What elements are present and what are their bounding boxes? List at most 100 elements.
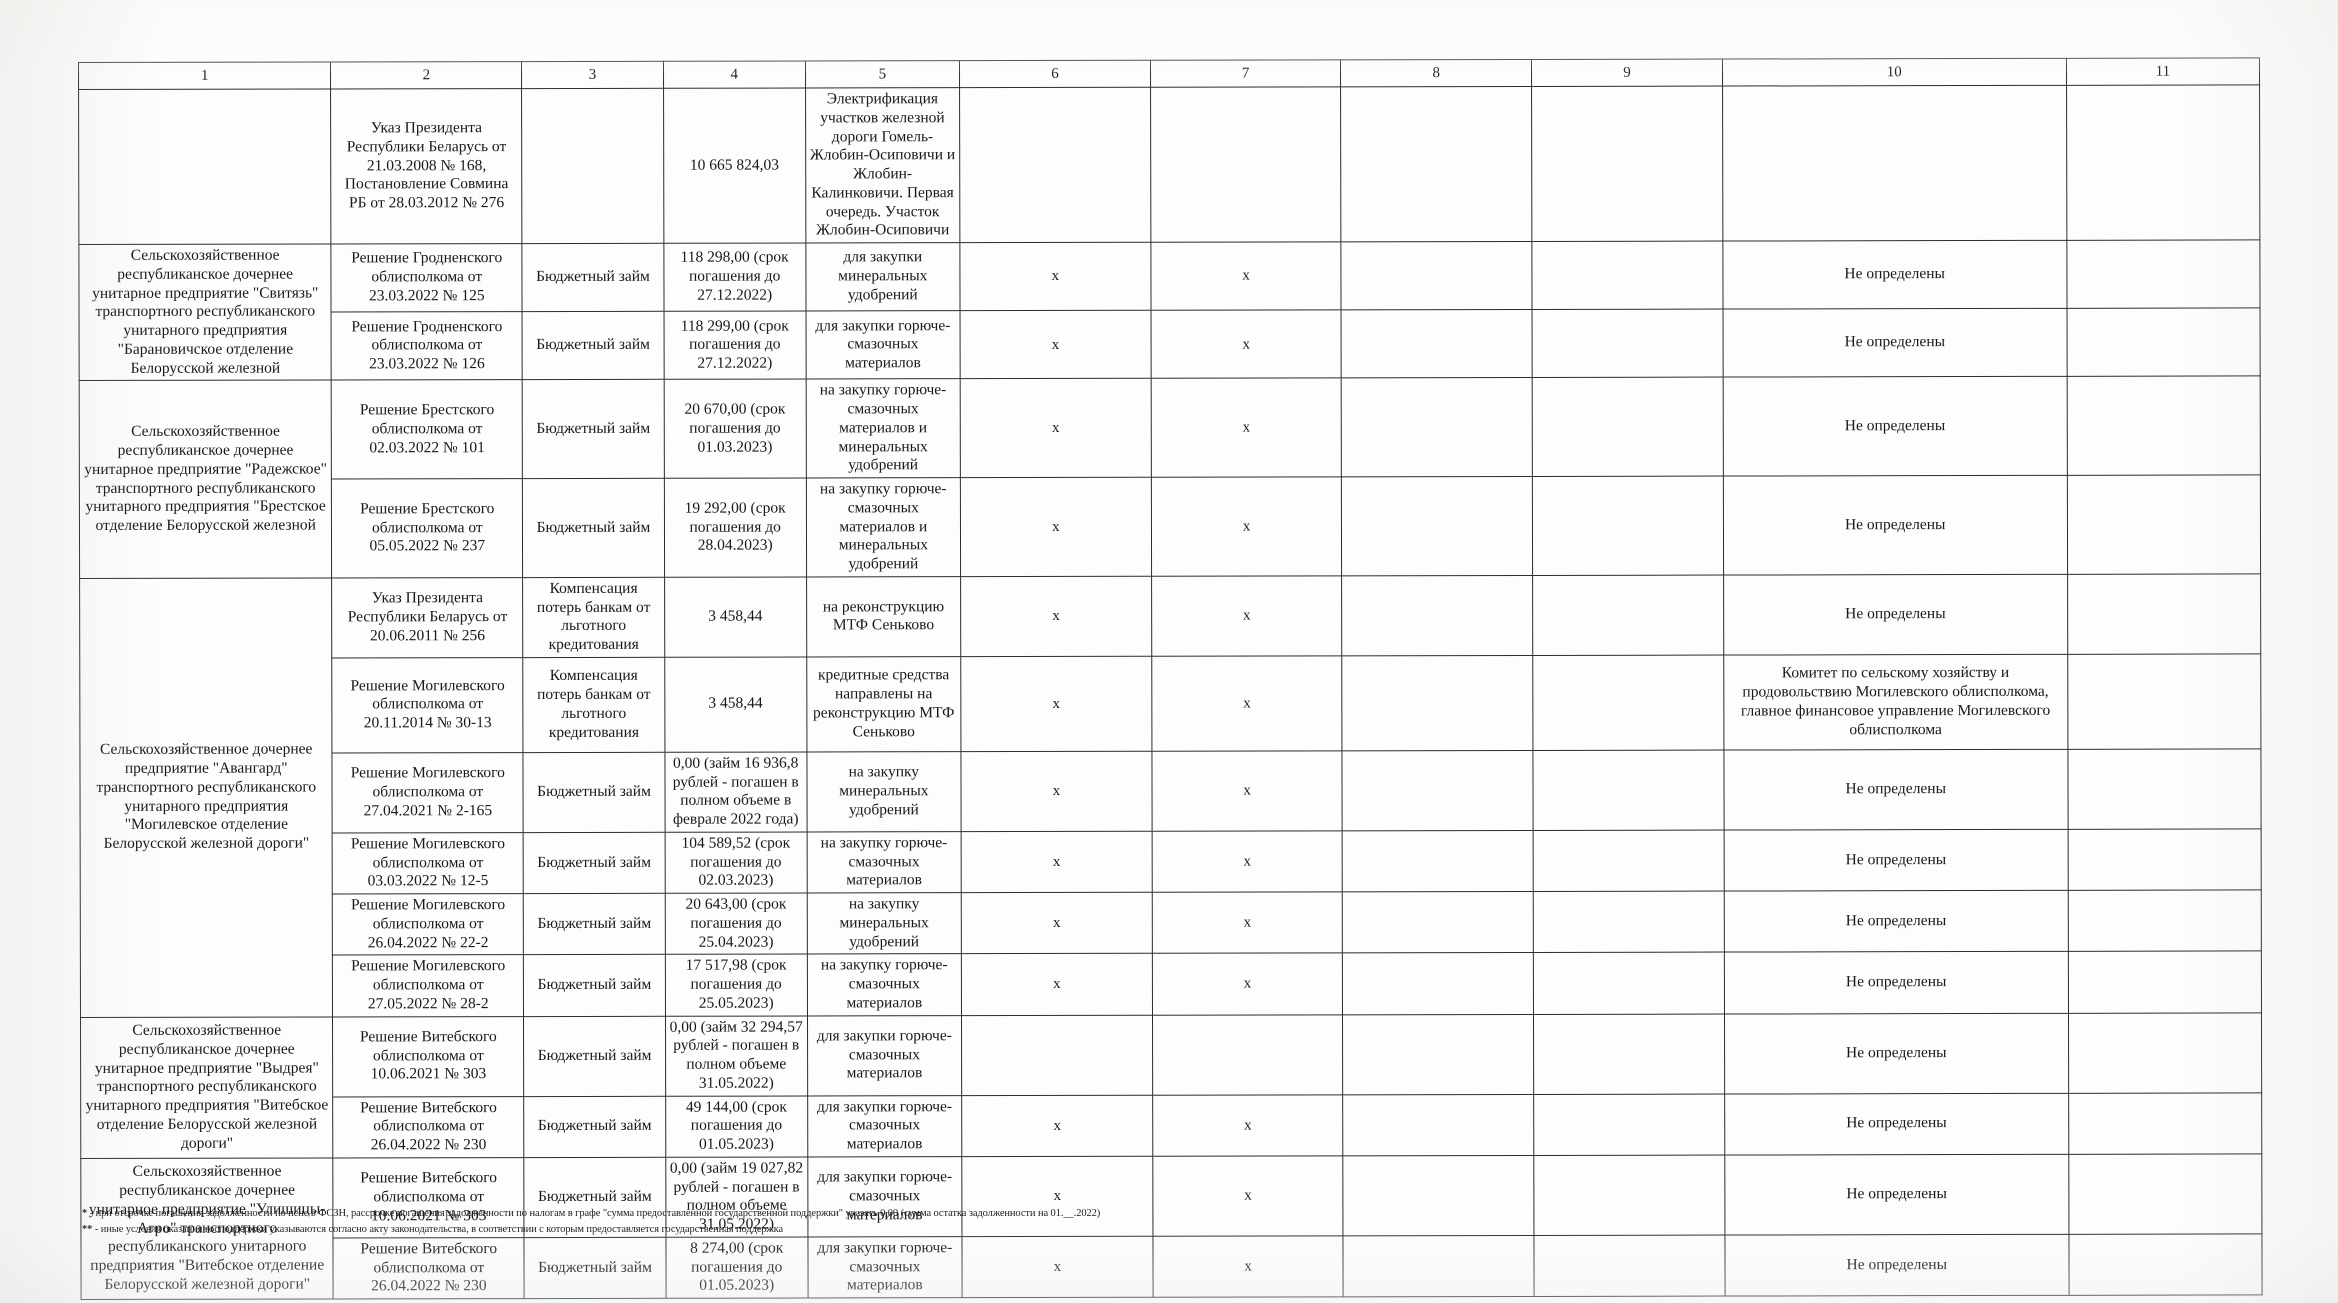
cell-organization bbox=[78, 88, 332, 245]
table-row: Решение Могилевского облисполкома от 27.… bbox=[80, 951, 2262, 1017]
cell-col8 bbox=[1342, 830, 1534, 892]
cell-amount: 20 670,00 (срок погашения до 01.03.2023) bbox=[664, 379, 806, 479]
cell-col11 bbox=[2067, 889, 2262, 952]
cell-col8 bbox=[1342, 655, 1534, 751]
cell-legal-act: Решение Могилевского облисполкома от 26.… bbox=[332, 893, 524, 956]
cell-col9 bbox=[1533, 1093, 1725, 1156]
cell-legal-act: Указ Президента Республики Беларусь от 2… bbox=[331, 88, 523, 244]
cell-col7 bbox=[1150, 86, 1342, 243]
table-row: Сельскохозяйственное дочернее предприяти… bbox=[79, 573, 2261, 1017]
column-header-5: 5 bbox=[805, 60, 960, 88]
cell-col9 bbox=[1533, 891, 1725, 953]
column-header-1: 1 bbox=[78, 61, 332, 90]
cell-col9 bbox=[1532, 476, 1724, 576]
cell-col7: х bbox=[1151, 830, 1343, 893]
cell-organization: Сельскохозяйственное республиканское доч… bbox=[79, 380, 333, 579]
cell-organization: Сельскохозяйственное дочернее предприяти… bbox=[79, 577, 333, 1017]
cell-col8 bbox=[1340, 86, 1532, 242]
cell-support-type: Бюджетный займ bbox=[522, 243, 664, 312]
cell-amount: 3 458,44 bbox=[664, 576, 807, 658]
footnote-1-text: - при отсрочке погашения задолженности п… bbox=[89, 1208, 1101, 1219]
cell-col7: х bbox=[1150, 378, 1342, 478]
cell-col11 bbox=[2067, 828, 2262, 891]
cell-col9 bbox=[1534, 1234, 1725, 1297]
cell-authority: Не определены bbox=[1724, 1154, 2069, 1235]
cell-col8 bbox=[1343, 1235, 1535, 1297]
cell-col7: х bbox=[1151, 655, 1343, 752]
cell-legal-act: Решение Могилевского облисполкома от 27.… bbox=[332, 954, 524, 1017]
column-header-3: 3 bbox=[521, 61, 664, 89]
table-row: Решение Могилевского облисполкома от 20.… bbox=[80, 653, 2261, 754]
table-body: Указ Президента Республики Беларусь от 2… bbox=[78, 84, 2263, 1300]
table-row: Решение Витебского облисполкома от 26.04… bbox=[81, 1233, 2263, 1300]
cell-col8 bbox=[1341, 377, 1533, 477]
cell-col8 bbox=[1341, 476, 1533, 576]
cell-legal-act: Решение Витебского облисполкома от 26.04… bbox=[333, 1096, 524, 1158]
table-row: Указ Президента Республики Беларусь от 2… bbox=[78, 84, 2260, 245]
cell-authority: Не определены bbox=[1724, 951, 2069, 1014]
cell-col6: х bbox=[961, 892, 1153, 954]
table-row: Решение Могилевского облисполкома от 27.… bbox=[80, 748, 2262, 834]
cell-col11 bbox=[2068, 1233, 2263, 1296]
cell-support-type: Бюджетный займ bbox=[522, 379, 665, 479]
cell-support-type: Компенсация потерь банкам от льготного к… bbox=[522, 657, 665, 753]
cell-col7: х bbox=[1152, 953, 1343, 1015]
cell-col11 bbox=[2068, 1092, 2262, 1155]
cell-authority: Не определены bbox=[1724, 1092, 2069, 1155]
cell-purpose: на реконструкцию МТФ Сеньково bbox=[806, 576, 961, 657]
cell-col7: х bbox=[1150, 309, 1342, 379]
cell-col11 bbox=[2067, 653, 2261, 750]
cell-col11 bbox=[2068, 1012, 2262, 1093]
cell-col9 bbox=[1533, 749, 1724, 831]
cell-authority: Комитет по сельскому хозяйству и продово… bbox=[1723, 654, 2068, 750]
cell-authority: Не определены bbox=[1722, 376, 2068, 477]
cell-col6: х bbox=[962, 1236, 1153, 1298]
cell-col9 bbox=[1533, 952, 1725, 1014]
cell-col9 bbox=[1533, 1013, 1725, 1094]
cell-purpose: для закупки горюче-смазочных материалов bbox=[805, 310, 961, 380]
cell-support-type: Бюджетный займ bbox=[523, 1095, 666, 1158]
cell-col9 bbox=[1532, 654, 1724, 751]
cell-amount: 19 292,00 (срок погашения до 28.04.2023) bbox=[664, 477, 807, 578]
table-row: Решение Могилевского облисполкома от 26.… bbox=[80, 889, 2262, 956]
table-row: Решение Гродненского облисполкома от 23.… bbox=[79, 308, 2261, 381]
cell-col11 bbox=[2068, 951, 2262, 1013]
cell-legal-act: Решение Могилевского облисполкома от 03.… bbox=[332, 832, 524, 894]
cell-col7: х bbox=[1152, 1094, 1344, 1157]
cell-authority bbox=[1722, 85, 2067, 242]
cell-legal-act: Решение Брестского облисполкома от 02.03… bbox=[331, 379, 523, 479]
cell-support-type: Компенсация потерь банкам от льготного к… bbox=[522, 577, 665, 658]
cell-purpose: кредитные средства направлены на реконст… bbox=[806, 656, 962, 752]
cell-legal-act: Решение Витебского облисполкома от 26.04… bbox=[333, 1237, 525, 1299]
cell-legal-act: Решение Гродненского облисполкома от 23.… bbox=[331, 311, 523, 381]
cell-purpose: Электрификация участков железной дороги … bbox=[805, 87, 961, 243]
cell-col8 bbox=[1342, 575, 1533, 656]
cell-col9 bbox=[1532, 309, 1723, 378]
footnotes-block: * - при отсрочке погашения задолженности… bbox=[82, 1206, 1482, 1239]
cell-amount: 8 274,00 (срок погашения до 01.05.2023) bbox=[665, 1236, 808, 1299]
cell-amount: 49 144,00 (срок погашения до 01.05.2023) bbox=[665, 1095, 808, 1158]
cell-col7: х bbox=[1152, 891, 1343, 954]
footnote-2: ** - иные условия оказания господдержки … bbox=[82, 1222, 1482, 1238]
cell-authority: Не определены bbox=[1724, 1234, 2069, 1297]
cell-purpose: на закупку горюче-смазочных материалов bbox=[806, 953, 962, 1016]
cell-organization: Сельскохозяйственное республиканское доч… bbox=[80, 1016, 334, 1159]
column-header-11: 11 bbox=[2066, 57, 2260, 86]
footnote-2-marker: ** bbox=[82, 1224, 93, 1236]
cell-col11 bbox=[2068, 1153, 2262, 1235]
cell-legal-act: Решение Могилевского облисполкома от 20.… bbox=[332, 657, 524, 753]
cell-amount: 0,00 (займ 16 936,8 рублей - погашен в п… bbox=[664, 751, 807, 833]
cell-col9 bbox=[1531, 241, 1723, 310]
cell-support-type: Бюджетный займ bbox=[524, 1237, 666, 1299]
cell-col6: х bbox=[961, 751, 1152, 832]
table-row: Решение Брестского облисполкома от 05.05… bbox=[79, 474, 2261, 578]
cell-col11 bbox=[2067, 748, 2262, 830]
cell-amount: 20 643,00 (срок погашения до 25.04.2023) bbox=[665, 892, 807, 955]
cell-purpose: для закупки горюче-смазочных материалов bbox=[807, 1236, 963, 1298]
column-header-6: 6 bbox=[959, 60, 1151, 88]
cell-col11 bbox=[2067, 573, 2261, 655]
cell-amount: 0,00 (займ 32 294,57 рублей - погашен в … bbox=[665, 1015, 808, 1096]
cell-amount: 118 299,00 (срок погашения до 27.12.2022… bbox=[663, 311, 806, 380]
cell-col7: х bbox=[1150, 241, 1342, 311]
